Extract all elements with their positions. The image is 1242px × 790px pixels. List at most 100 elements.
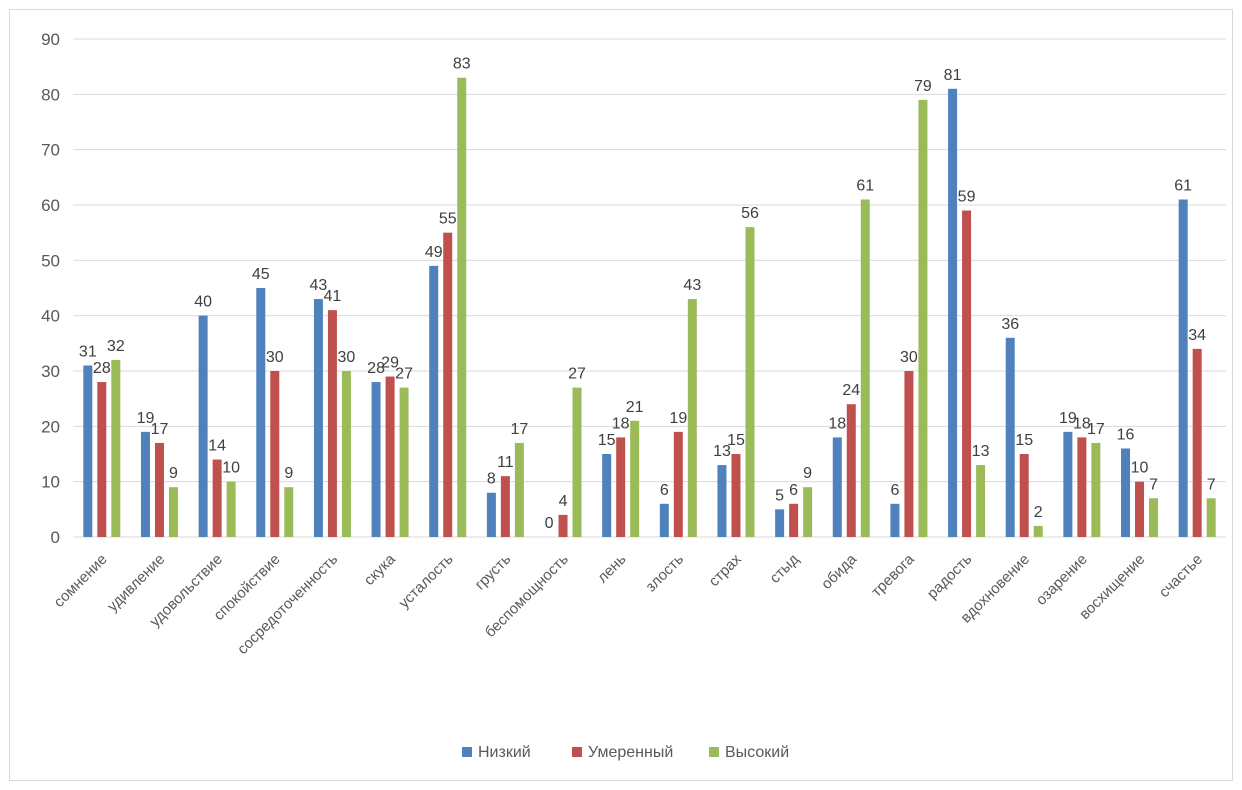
- bar: [83, 365, 93, 537]
- bar: [948, 88, 958, 538]
- data-label: 15: [598, 432, 616, 449]
- data-label: 2: [1034, 504, 1043, 521]
- bar: [1206, 498, 1216, 537]
- bar: [198, 315, 208, 537]
- data-label: 6: [660, 482, 669, 499]
- data-label: 10: [222, 460, 240, 477]
- data-label: 13: [713, 443, 731, 460]
- data-label: 28: [367, 360, 385, 377]
- bars: [83, 77, 1216, 538]
- data-label: 49: [425, 244, 443, 261]
- legend-swatch: [462, 747, 472, 757]
- data-label: 13: [972, 443, 990, 460]
- y-tick-label: 0: [51, 528, 60, 547]
- x-tick-label: лень: [594, 551, 630, 587]
- data-label: 29: [381, 355, 399, 372]
- y-tick-label: 90: [41, 30, 60, 49]
- data-label: 15: [727, 432, 745, 449]
- data-label: 17: [1087, 421, 1105, 438]
- x-tick-label: радость: [924, 551, 976, 603]
- bar: [500, 476, 510, 537]
- data-label: 41: [324, 288, 342, 305]
- bar: [1033, 525, 1043, 537]
- data-label: 40: [194, 294, 212, 311]
- data-label: 19: [1059, 410, 1077, 427]
- bar: [1149, 498, 1159, 537]
- data-label: 10: [1131, 460, 1149, 477]
- data-label: 79: [914, 78, 932, 95]
- x-tick-label: грусть: [472, 551, 515, 594]
- bar: [775, 509, 785, 537]
- bar: [860, 199, 870, 537]
- bar: [846, 404, 856, 537]
- data-label: 19: [137, 410, 155, 427]
- bar: [630, 420, 640, 537]
- data-label: 15: [1015, 432, 1033, 449]
- data-label: 11: [497, 454, 514, 471]
- bar: [226, 481, 236, 537]
- data-label: 56: [741, 205, 759, 222]
- bar: [327, 310, 337, 537]
- data-label: 21: [626, 399, 644, 416]
- bar: [486, 492, 496, 537]
- bar: [904, 371, 914, 537]
- bar: [457, 77, 467, 537]
- bar: [514, 442, 524, 537]
- data-label: 9: [803, 465, 812, 482]
- data-label: 8: [487, 471, 496, 488]
- bar: [371, 382, 381, 537]
- data-labels: 3128321917940141045309434130282927495583…: [79, 56, 1216, 532]
- y-tick-label: 50: [41, 251, 60, 270]
- bar: [256, 288, 266, 537]
- bar: [97, 382, 107, 537]
- y-tick-label: 30: [41, 362, 60, 381]
- data-label: 61: [1174, 177, 1192, 194]
- bar: [429, 265, 439, 537]
- data-label: 43: [310, 277, 328, 294]
- bar: [1091, 442, 1101, 537]
- bar: [745, 227, 755, 537]
- bar: [1063, 431, 1073, 537]
- legend-label: Умеренный: [588, 744, 673, 761]
- y-tick-label: 80: [41, 85, 60, 104]
- bar: [602, 454, 612, 537]
- x-tick-label: страх: [706, 550, 746, 590]
- data-label: 81: [944, 67, 962, 84]
- legend: Низкий Умеренный Высокий: [462, 744, 789, 761]
- data-label: 24: [842, 382, 860, 399]
- data-label: 18: [828, 415, 846, 432]
- bar: [1005, 337, 1015, 537]
- bar: [890, 503, 900, 537]
- bar: [976, 465, 986, 537]
- data-label: 0: [545, 515, 554, 532]
- data-label: 61: [856, 177, 874, 194]
- data-label: 27: [395, 366, 413, 383]
- data-label: 30: [900, 349, 918, 366]
- x-tick-label: усталость: [396, 551, 457, 612]
- data-label: 45: [252, 266, 270, 283]
- data-label: 36: [1001, 316, 1019, 333]
- bar: [803, 487, 813, 537]
- data-label: 30: [266, 349, 284, 366]
- y-axis-ticks: 0 10 20 30 40 50 60 70 80 90: [41, 30, 60, 547]
- data-label: 55: [439, 211, 457, 228]
- bar: [168, 487, 178, 537]
- bar: [731, 454, 741, 537]
- bar: [1178, 199, 1188, 537]
- data-label: 18: [1073, 415, 1091, 432]
- bar: [341, 371, 351, 537]
- bar: [659, 503, 669, 537]
- data-label: 9: [169, 465, 178, 482]
- data-label: 17: [510, 421, 528, 438]
- data-label: 30: [338, 349, 356, 366]
- data-label: 34: [1188, 327, 1206, 344]
- x-tick-label: сосредоточенность: [234, 551, 341, 658]
- bar: [111, 359, 121, 537]
- y-tick-label: 70: [41, 141, 60, 160]
- bar: [140, 431, 150, 537]
- y-tick-label: 40: [41, 307, 60, 326]
- x-tick-label: счастье: [1156, 551, 1206, 601]
- bar: [1019, 454, 1029, 537]
- bar: [558, 514, 568, 537]
- y-tick-label: 60: [41, 196, 60, 215]
